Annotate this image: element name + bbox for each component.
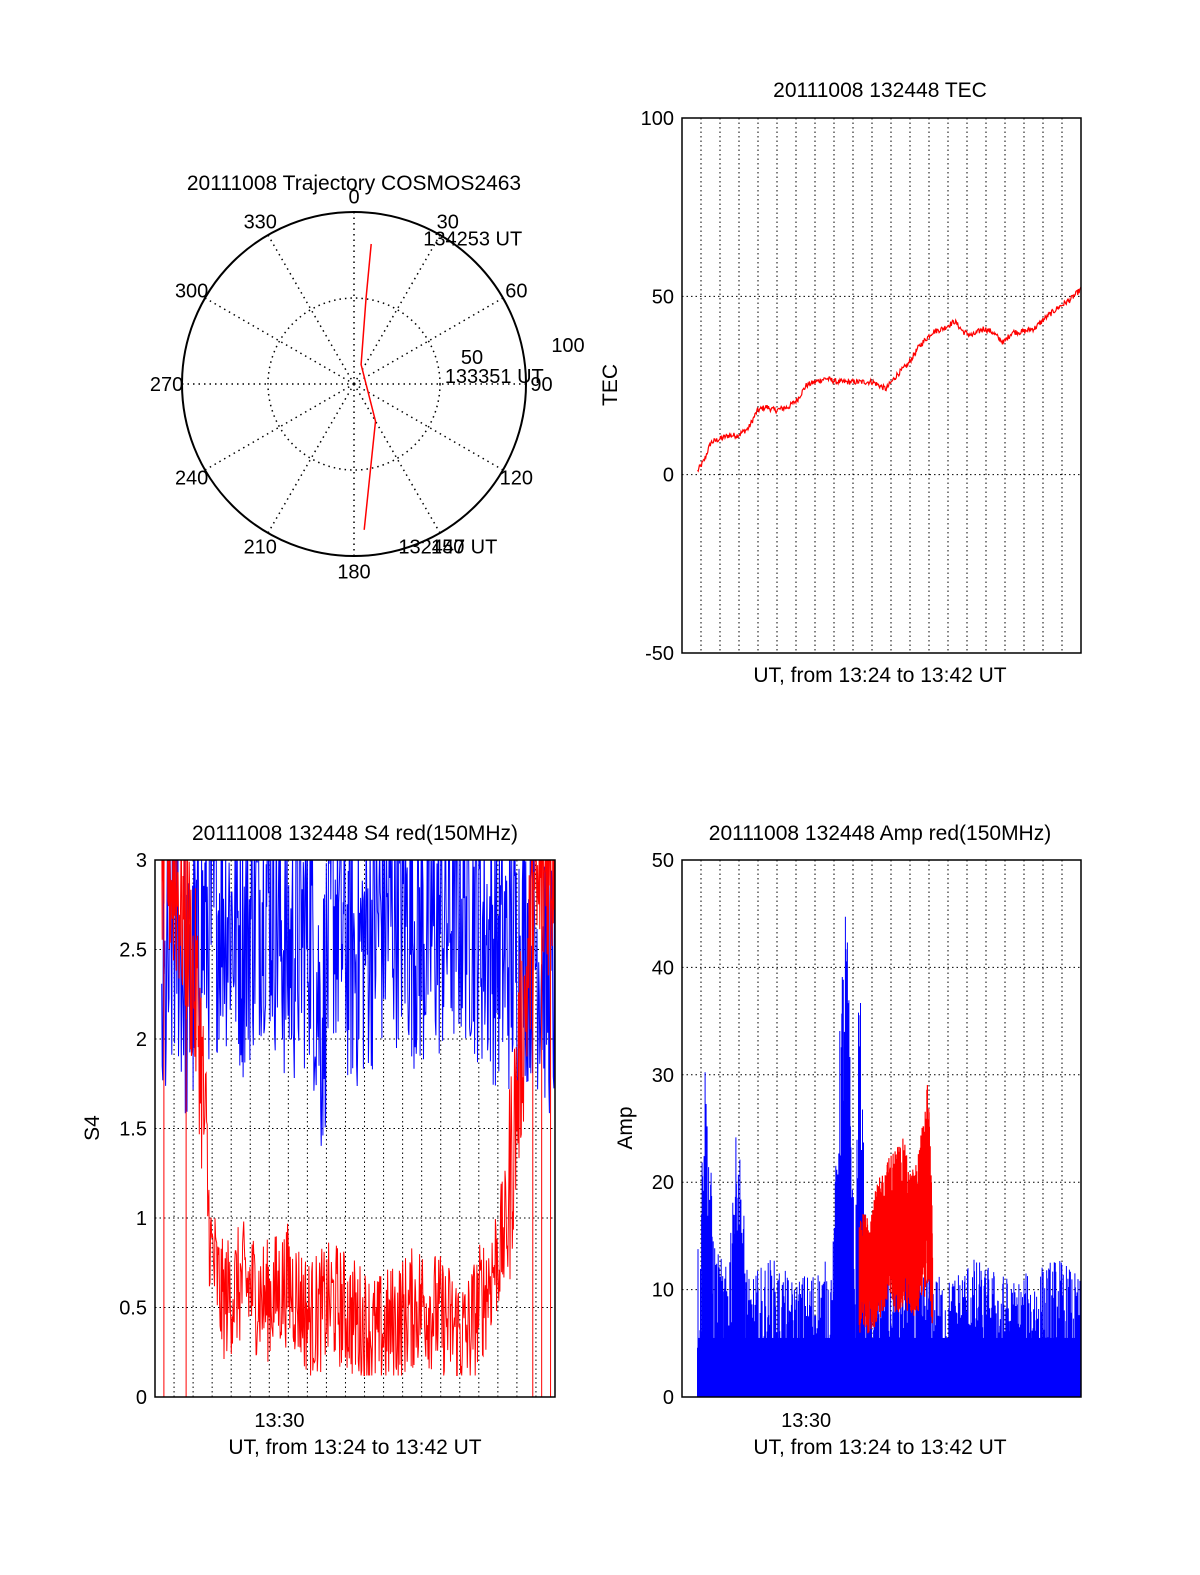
amp-data bbox=[697, 916, 1081, 1397]
polar-spoke-120 bbox=[353, 383, 504, 471]
polar-grid-circle bbox=[267, 297, 441, 471]
s4-ytick-label: 2 bbox=[136, 1029, 147, 1051]
amp-title: 20111008 132448 Amp red(150MHz) bbox=[709, 822, 1051, 845]
polar-azimuth-label-120: 120 bbox=[500, 468, 533, 490]
polar-azimuth-label-300: 300 bbox=[175, 280, 208, 302]
s4-data bbox=[161, 860, 555, 1397]
tec-ytick-label: 100 bbox=[641, 108, 674, 130]
polar-panel: 20111008 Trajectory COSMOS2463 0 30 60 90 12… bbox=[150, 172, 585, 583]
polar-azimuth-label-30: 30 bbox=[437, 212, 459, 234]
polar-azimuth-label-150: 150 bbox=[431, 536, 464, 558]
s4-frame bbox=[154, 859, 556, 1398]
polar-azimuth-label-180: 180 bbox=[337, 561, 370, 583]
amp-ytick-label: 40 bbox=[652, 957, 674, 979]
tec-ylabel: TEC bbox=[599, 364, 622, 406]
amp-ytick-label: 50 bbox=[652, 850, 674, 872]
tec-ytick-label: 0 bbox=[663, 465, 674, 487]
s4-ytick-label: 2.5 bbox=[119, 940, 147, 962]
amp-xlabel: UT, from 13:24 to 13:42 UT bbox=[753, 1436, 1006, 1459]
tec-ytick-label: -50 bbox=[645, 643, 674, 665]
polar-plot: 0 30 60 90 120 150 180 210 240 270 300 330 50 100 1342… bbox=[150, 187, 585, 584]
polar-azimuth-label-210: 210 bbox=[244, 536, 277, 558]
polar-spoke-210 bbox=[267, 383, 355, 534]
polar-azimuth-label-270: 270 bbox=[150, 374, 183, 396]
polar-annotation-2: 132447 UT bbox=[398, 537, 497, 559]
polar-title: 20111008 Trajectory COSMOS2463 bbox=[187, 172, 521, 195]
s4-ytick-label: 1 bbox=[136, 1208, 147, 1230]
polar-azimuth-label-0: 0 bbox=[348, 187, 359, 209]
polar-track bbox=[360, 243, 377, 530]
tec-data bbox=[697, 286, 1081, 473]
polar-spoke-30 bbox=[353, 234, 441, 385]
polar-radius-label-100: 100 bbox=[551, 335, 584, 357]
amp-ytick-label: 20 bbox=[652, 1172, 674, 1194]
s4-ytick-label: 0 bbox=[136, 1387, 147, 1409]
amp-ytick-label: 0 bbox=[663, 1387, 674, 1409]
polar-spoke-240 bbox=[204, 383, 355, 471]
s4-ytick-label: 0.5 bbox=[119, 1298, 147, 1320]
s4-red-series bbox=[161, 860, 555, 1376]
s4-title: 20111008 132448 S4 red(150MHz) bbox=[192, 822, 518, 845]
s4-blue-series bbox=[161, 860, 555, 1146]
polar-spoke-300 bbox=[204, 297, 355, 385]
amp-plot: 0 10 20 30 40 50 13:30 bbox=[652, 850, 1082, 1432]
polar-spoke-60 bbox=[353, 297, 504, 385]
amp-panel: 20111008 132448 Amp red(150MHz) 0 10 20 30 4… bbox=[614, 822, 1082, 1459]
amp-xtick-label: 13:30 bbox=[781, 1410, 831, 1432]
polar-annotation-1: 133351 UT bbox=[445, 366, 544, 388]
polar-azimuth-label-90: 90 bbox=[530, 374, 552, 396]
tec-plot: -50 0 50 100 bbox=[641, 108, 1082, 665]
polar-azimuth-label-60: 60 bbox=[505, 280, 527, 302]
amp-ytick-label: 30 bbox=[652, 1065, 674, 1087]
tec-frame bbox=[681, 117, 1082, 654]
amp-frame bbox=[681, 859, 1082, 1398]
polar-azimuth-label-330: 330 bbox=[244, 212, 277, 234]
tec-ytick-label: 50 bbox=[652, 286, 674, 308]
amp-blue-series bbox=[697, 916, 1081, 1397]
amp-ytick-label: 10 bbox=[652, 1280, 674, 1302]
s4-panel: 20111008 132448 S4 red(150MHz) 0 0.5 1 1.5 2… bbox=[81, 822, 556, 1459]
s4-plot: 0 0.5 1 1.5 2 2.5 3 13:30 bbox=[119, 850, 556, 1432]
polar-radius-label-50: 50 bbox=[461, 347, 483, 369]
tec-series-line bbox=[697, 286, 1081, 473]
s4-xlabel: UT, from 13:24 to 13:42 UT bbox=[228, 1436, 481, 1459]
polar-azimuth-label-240: 240 bbox=[175, 468, 208, 490]
s4-ytick-label: 3 bbox=[136, 850, 147, 872]
polar-annotation-0: 134253 UT bbox=[423, 228, 522, 250]
tec-xlabel: UT, from 13:24 to 13:42 UT bbox=[753, 664, 1006, 687]
s4-ytick-label: 1.5 bbox=[119, 1119, 147, 1141]
s4-xtick-label: 13:30 bbox=[254, 1410, 304, 1432]
amp-ylabel: Amp bbox=[614, 1106, 637, 1149]
polar-spoke-330 bbox=[267, 234, 355, 385]
tec-title: 20111008 132448 TEC bbox=[773, 79, 987, 102]
polar-spoke-150 bbox=[353, 383, 441, 534]
s4-ylabel: S4 bbox=[81, 1115, 104, 1141]
tec-panel: 20111008 132448 TEC -50 0 50 100 UT, from 1… bbox=[599, 79, 1082, 687]
amp-red-series bbox=[858, 1085, 934, 1334]
